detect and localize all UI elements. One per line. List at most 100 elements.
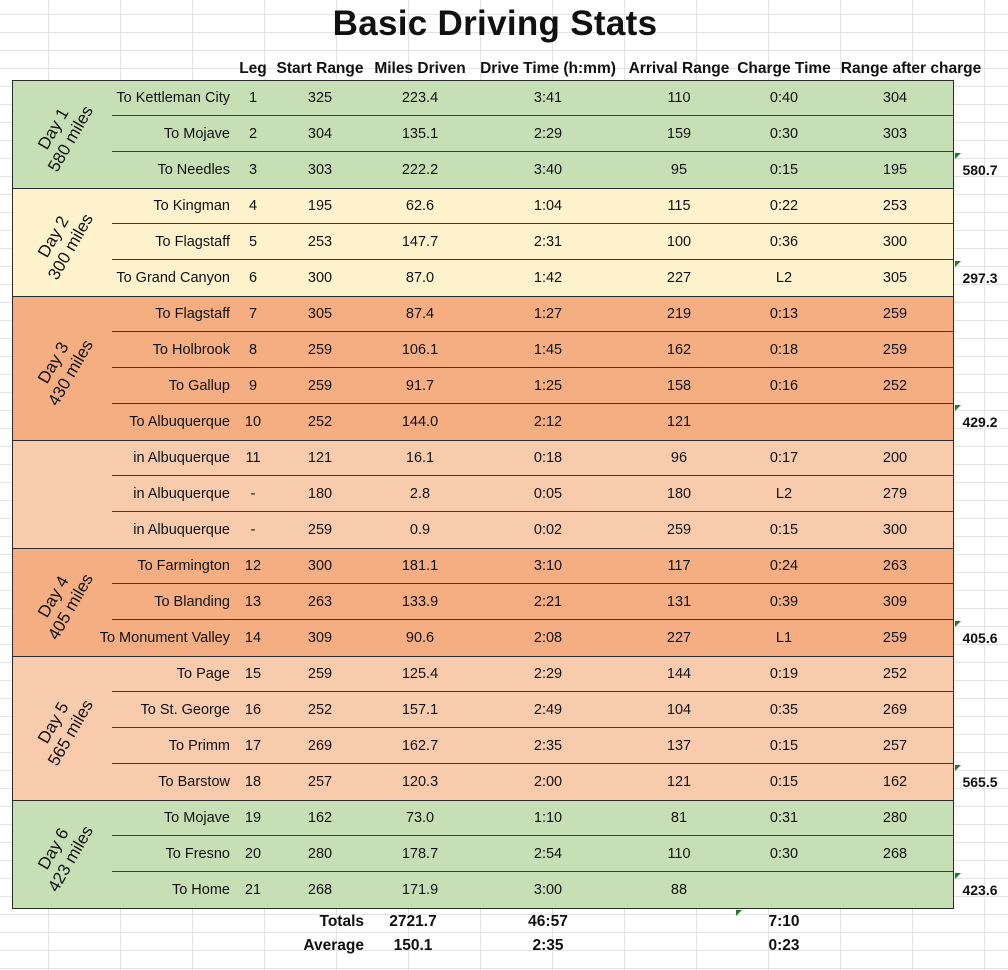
miles-driven-cell[interactable]: 91.7 (405, 378, 435, 394)
drive-time-cell[interactable]: 2:31 (533, 234, 563, 250)
header-leg[interactable]: Leg (239, 60, 267, 77)
destination-cell[interactable]: To Monument Valley (99, 630, 230, 646)
destination-cell[interactable]: in Albuquerque (133, 450, 230, 466)
miles-driven-cell[interactable]: 147.7 (401, 234, 439, 250)
miles-driven-cell[interactable]: 223.4 (401, 90, 439, 106)
leg-cell[interactable]: - (250, 522, 256, 538)
drive-time-cell[interactable]: 3:10 (533, 558, 563, 574)
drive-time-cell[interactable]: 2:29 (533, 666, 563, 682)
leg-cell[interactable]: 19 (244, 810, 262, 826)
arrival-range-cell[interactable]: 104 (666, 702, 692, 718)
start-range-cell[interactable]: 195 (307, 198, 333, 214)
leg-cell[interactable]: 14 (244, 630, 262, 646)
drive-time-cell[interactable]: 1:04 (533, 198, 563, 214)
destination-cell[interactable]: To Barstow (158, 774, 230, 790)
drive-time-cell[interactable]: 2:49 (533, 702, 563, 718)
destination-cell[interactable]: To Mojave (163, 126, 230, 142)
miles-driven-cell[interactable]: 178.7 (401, 846, 439, 862)
charge-time-cell[interactable] (732, 404, 836, 440)
destination-cell[interactable]: To Fresno (165, 846, 230, 862)
drive-time-cell[interactable]: 0:05 (533, 486, 563, 502)
range-after-charge-cell[interactable]: 303 (882, 126, 908, 142)
range-after-charge-cell[interactable]: 300 (882, 522, 908, 538)
destination-cell[interactable]: To Flagstaff (155, 306, 230, 322)
charge-time-cell[interactable]: L2 (775, 270, 793, 286)
charge-time-cell[interactable]: L2 (775, 486, 793, 502)
arrival-range-cell[interactable]: 180 (666, 486, 692, 502)
charge-time-cell[interactable]: 0:22 (769, 198, 799, 214)
range-after-charge-cell[interactable]: 200 (882, 450, 908, 466)
charge-time-cell[interactable]: 0:16 (769, 378, 799, 394)
charge-time-cell[interactable]: 0:18 (769, 342, 799, 358)
leg-cell[interactable]: 3 (248, 162, 258, 178)
range-after-charge-cell[interactable]: 300 (882, 234, 908, 250)
drive-time-cell[interactable]: 2:00 (533, 774, 563, 790)
drive-time-cell[interactable]: 2:21 (533, 594, 563, 610)
leg-cell[interactable]: 13 (244, 594, 262, 610)
charge-time-cell[interactable]: 0:15 (769, 738, 799, 754)
destination-cell[interactable]: To Grand Canyon (116, 270, 230, 286)
arrival-range-cell[interactable]: 88 (670, 882, 688, 898)
arrival-range-cell[interactable]: 227 (666, 630, 692, 646)
range-after-charge-cell[interactable]: 304 (882, 90, 908, 106)
miles-driven-cell[interactable]: 144.0 (401, 414, 439, 430)
arrival-range-cell[interactable]: 115 (667, 198, 691, 214)
start-range-cell[interactable]: 325 (307, 90, 333, 106)
drive-time-cell[interactable]: 1:27 (533, 306, 563, 322)
leg-cell[interactable]: 11 (245, 450, 261, 466)
day-subtotal[interactable]: 423.6 (962, 882, 998, 898)
arrival-range-cell[interactable]: 81 (670, 810, 688, 826)
leg-cell[interactable]: 12 (244, 558, 262, 574)
range-after-charge-cell[interactable]: 268 (882, 846, 908, 862)
start-range-cell[interactable]: 268 (307, 882, 333, 898)
arrival-range-cell[interactable]: 95 (670, 162, 688, 178)
drive-time-cell[interactable]: 0:18 (533, 450, 563, 466)
leg-cell[interactable]: 21 (244, 882, 262, 898)
destination-cell[interactable]: To Kettleman City (116, 90, 230, 106)
charge-time-cell[interactable]: 0:15 (769, 522, 799, 538)
start-range-cell[interactable]: 259 (307, 378, 333, 394)
start-range-cell[interactable]: 304 (307, 126, 333, 142)
range-after-charge-cell[interactable]: 269 (882, 702, 908, 718)
miles-driven-cell[interactable]: 0.9 (409, 522, 431, 538)
leg-cell[interactable]: - (250, 486, 256, 502)
leg-cell[interactable]: 5 (248, 234, 258, 250)
start-range-cell[interactable]: 259 (307, 666, 333, 682)
drive-time-cell[interactable]: 2:29 (533, 126, 563, 142)
range-after-charge-cell[interactable] (836, 872, 954, 908)
drive-time-cell[interactable]: 1:42 (533, 270, 563, 286)
start-range-cell[interactable]: 303 (307, 162, 333, 178)
miles-driven-cell[interactable]: 120.3 (401, 774, 439, 790)
arrival-range-cell[interactable]: 219 (666, 306, 692, 322)
leg-cell[interactable]: 1 (248, 90, 258, 106)
charge-time-cell[interactable]: 0:24 (769, 558, 799, 574)
range-after-charge-cell[interactable]: 259 (882, 306, 908, 322)
leg-cell[interactable]: 6 (248, 270, 258, 286)
drive-time-cell[interactable]: 2:35 (533, 738, 563, 754)
start-range-cell[interactable]: 309 (307, 630, 333, 646)
miles-driven-cell[interactable]: 162.7 (401, 738, 439, 754)
arrival-range-cell[interactable]: 144 (666, 666, 692, 682)
drive-time-cell[interactable]: 3:41 (533, 90, 563, 106)
miles-driven-cell[interactable]: 135.1 (401, 126, 439, 142)
destination-cell[interactable]: To Mojave (163, 810, 230, 826)
range-after-charge-cell[interactable]: 279 (882, 486, 908, 502)
leg-cell[interactable]: 4 (248, 198, 258, 214)
drive-time-cell[interactable]: 2:08 (533, 630, 563, 646)
day-subtotal[interactable]: 580.7 (962, 162, 998, 178)
destination-cell[interactable]: To Gallup (168, 378, 230, 394)
miles-driven-cell[interactable]: 2.8 (409, 486, 431, 502)
miles-driven-cell[interactable]: 90.6 (405, 630, 435, 646)
leg-cell[interactable]: 17 (244, 738, 262, 754)
drive-time-cell[interactable]: 0:02 (533, 522, 563, 538)
start-range-cell[interactable]: 259 (307, 342, 333, 358)
header-miles-driven[interactable]: Miles Driven (374, 60, 466, 77)
arrival-range-cell[interactable]: 159 (666, 126, 692, 142)
range-after-charge-cell[interactable]: 263 (882, 558, 908, 574)
leg-cell[interactable]: 7 (248, 306, 258, 322)
miles-driven-cell[interactable]: 73.0 (405, 810, 435, 826)
totals-drive-time[interactable]: 46:57 (528, 913, 568, 930)
destination-cell[interactable]: To Page (176, 666, 230, 682)
miles-driven-cell[interactable]: 157.1 (401, 702, 439, 718)
leg-cell[interactable]: 2 (248, 126, 258, 142)
